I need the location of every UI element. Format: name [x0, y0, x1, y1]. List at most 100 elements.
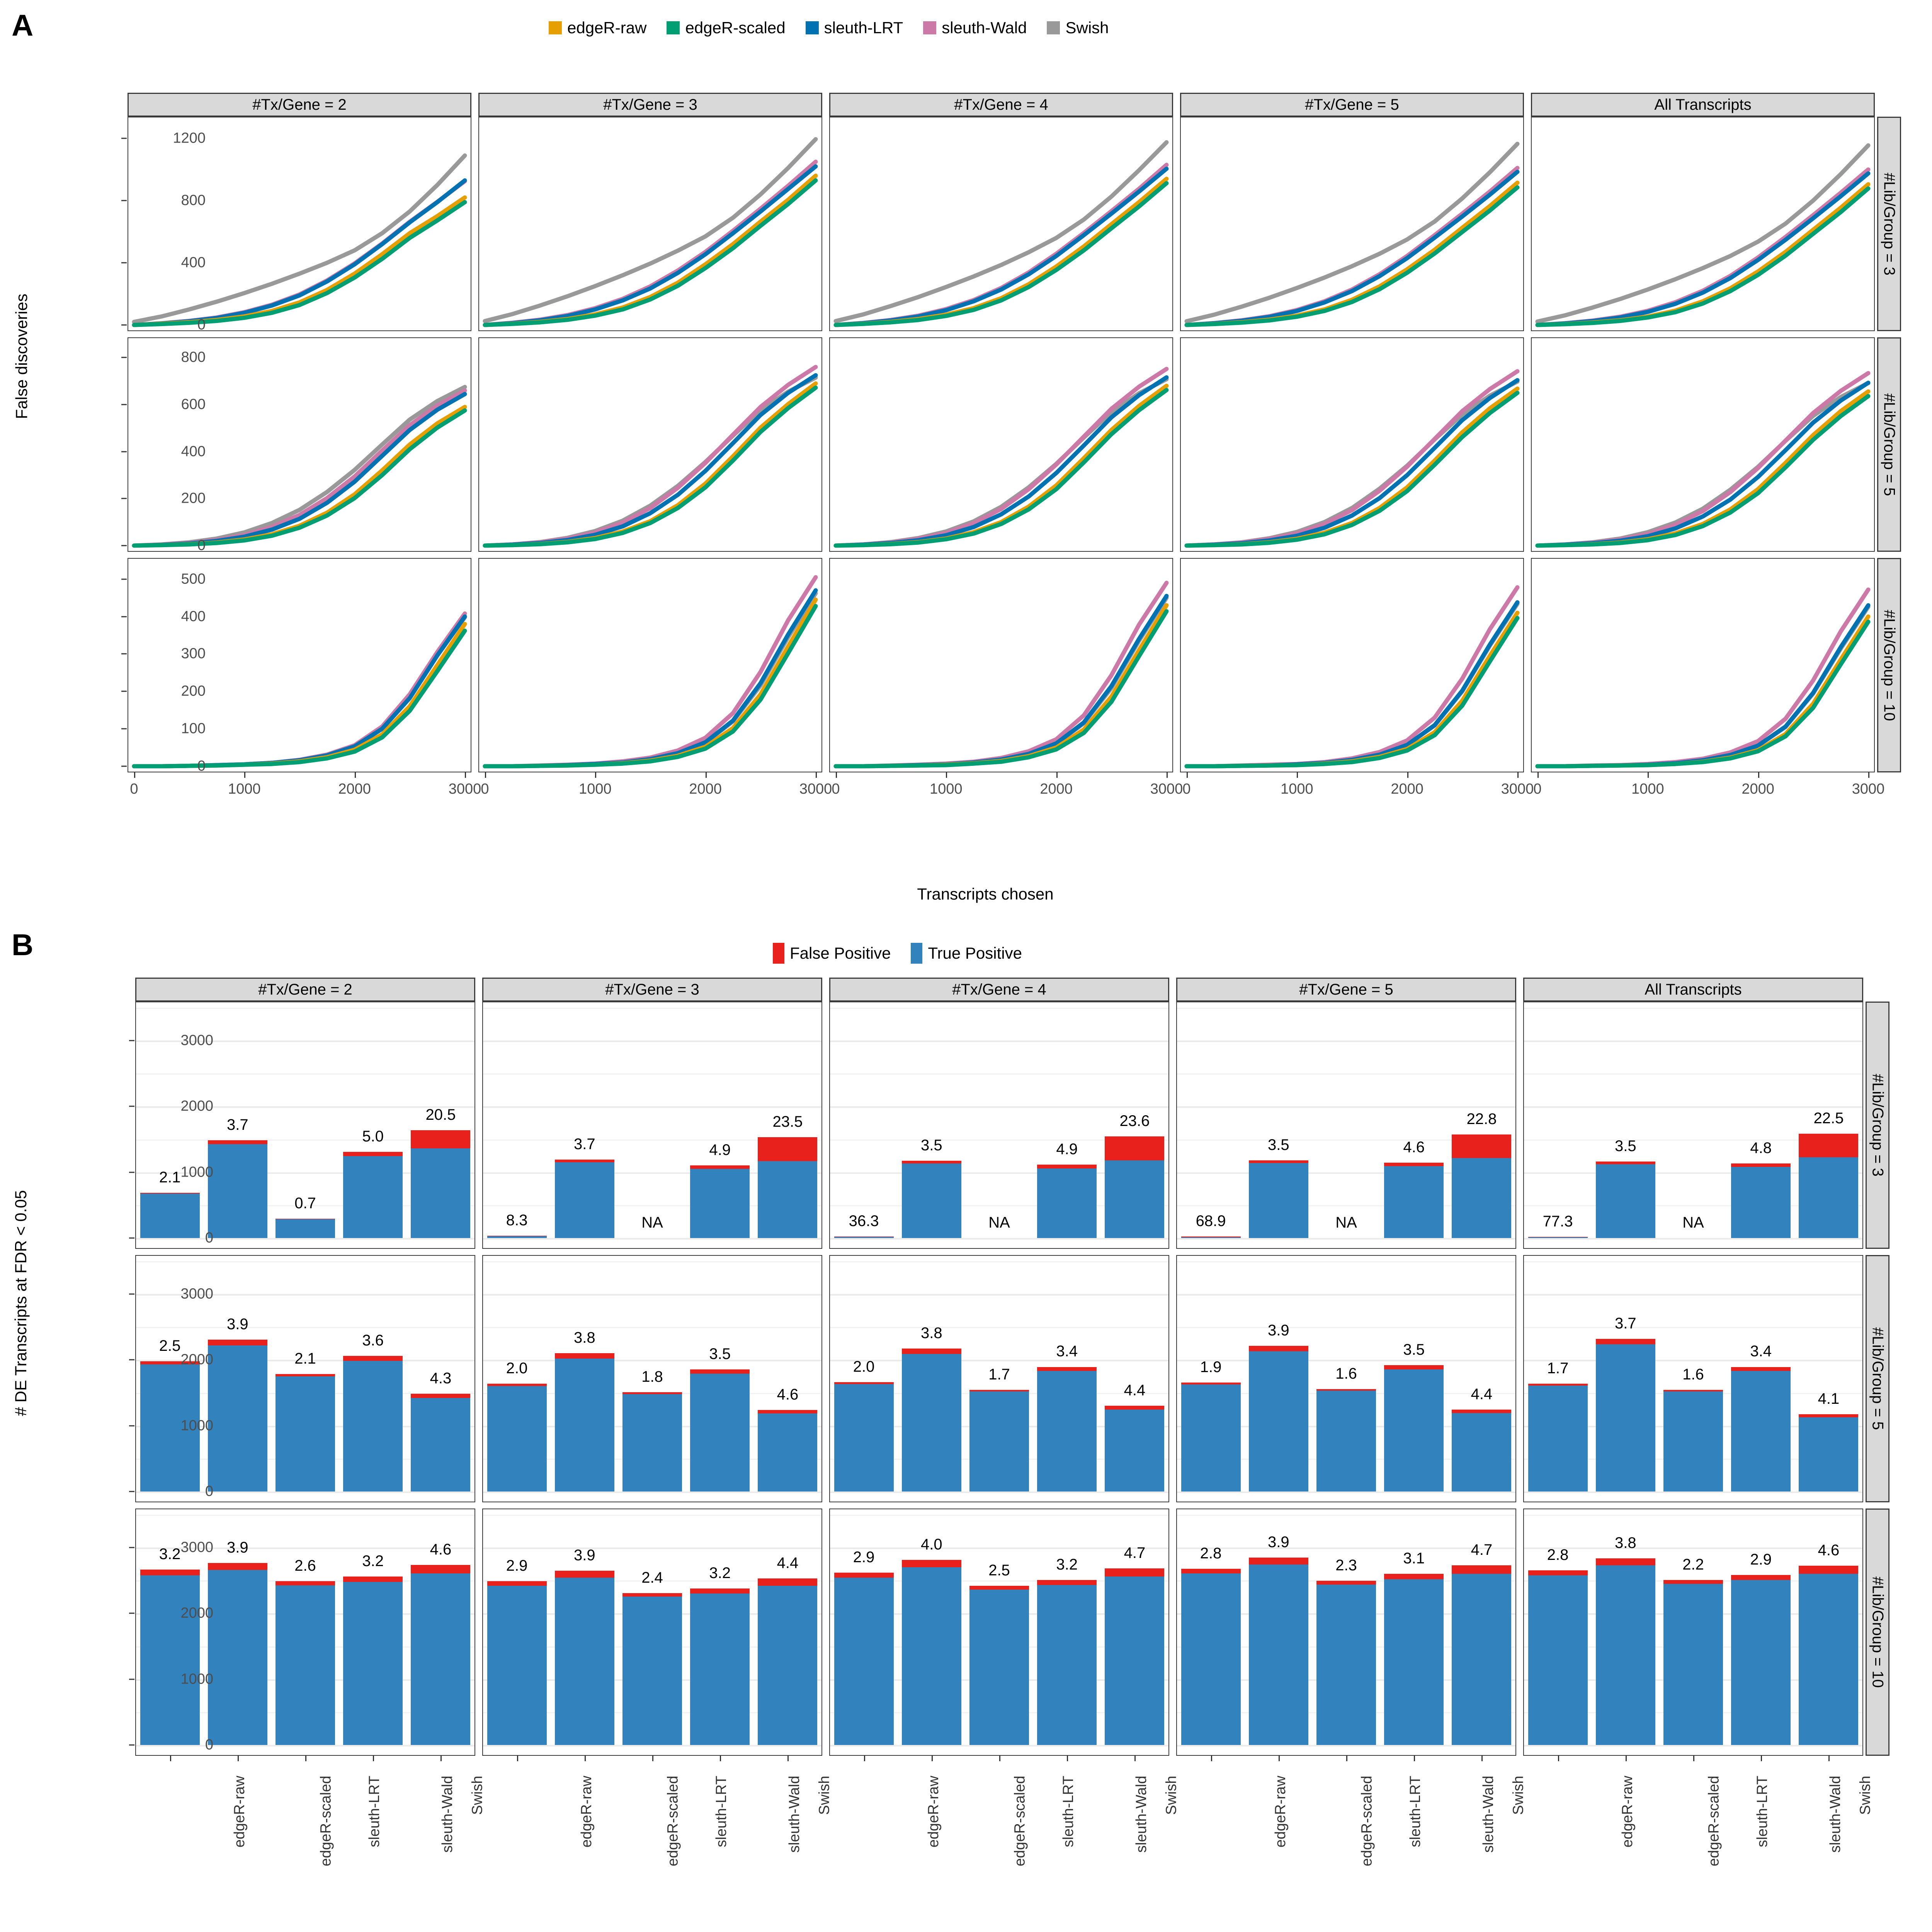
bar-false-positive — [140, 1570, 200, 1575]
y-tick-mark — [121, 200, 127, 201]
bar-true-positive — [411, 1148, 471, 1238]
gridline — [830, 1580, 1168, 1582]
facet-cell — [1180, 117, 1524, 331]
bar-value-label: 4.9 — [1056, 1141, 1078, 1158]
line-chart — [1535, 371, 1871, 548]
bar-false-positive — [1105, 1136, 1165, 1161]
bar-true-positive — [1316, 1584, 1376, 1745]
line-series-edgeR-raw — [1535, 614, 1871, 769]
bar-true-positive — [834, 1236, 894, 1238]
bar-false-positive — [554, 1571, 614, 1578]
x-tick-mark — [1625, 1756, 1627, 1761]
bar-value-label: 1.7 — [1547, 1360, 1569, 1377]
bar-edgeR-raw — [140, 1361, 200, 1492]
bar-edgeR-scaled — [1248, 1345, 1308, 1492]
gridline — [136, 1548, 474, 1549]
x-tick-label: 3000 — [1852, 781, 1885, 797]
gridline — [830, 1327, 1168, 1328]
y-tick-label: 0 — [205, 1736, 213, 1753]
bar-Swish — [1452, 1410, 1512, 1492]
bar-true-positive — [834, 1577, 894, 1745]
gridline — [483, 1106, 821, 1108]
facet-cell: 1.7 3.7 1.6 3.4 4.1 — [1523, 1255, 1863, 1502]
bar-false-positive — [1799, 1414, 1859, 1418]
bar-value-label: 3.2 — [159, 1546, 181, 1563]
bar-false-positive — [275, 1374, 335, 1376]
facet-cell: 2.0 3.8 1.7 3.4 4.4 — [829, 1255, 1169, 1502]
y-tick-mark — [121, 765, 127, 767]
bar-false-positive — [969, 1389, 1029, 1392]
gridline — [483, 1360, 821, 1362]
facet-cell — [128, 558, 471, 772]
x-category-label: sleuth-Wald — [1827, 1776, 1844, 1853]
bar-edgeR-scaled — [554, 1571, 614, 1745]
bar-true-positive — [1248, 1163, 1308, 1238]
bar-true-positive — [207, 1144, 267, 1238]
y-tick-mark — [129, 1491, 134, 1492]
legend-item-edger-scaled: edgeR-scaled — [667, 19, 786, 37]
x-tick-mark — [1211, 1756, 1212, 1761]
gridline — [1177, 1261, 1515, 1262]
bar-true-positive — [1799, 1417, 1859, 1492]
bar-false-positive — [1663, 1389, 1723, 1392]
x-category-label: Swish — [816, 1776, 833, 1815]
gridline — [1524, 1008, 1862, 1009]
x-category-label: edgeR-scaled — [1012, 1776, 1028, 1866]
x-category-label: sleuth-Wald — [439, 1776, 456, 1853]
bar-false-positive — [1105, 1568, 1165, 1577]
y-tick-mark — [121, 498, 127, 499]
bar-Swish — [1105, 1568, 1165, 1745]
gridline — [136, 1360, 474, 1362]
x-tick-label: 3000 — [448, 781, 481, 797]
gridline — [483, 1745, 821, 1747]
bar-edgeR-raw — [1528, 1384, 1588, 1492]
gridline — [1524, 1548, 1862, 1549]
bar-false-positive — [901, 1560, 961, 1568]
bar-edgeR-raw — [487, 1581, 547, 1745]
bar-true-positive — [411, 1573, 471, 1745]
bar-sleuth-LRT — [622, 1392, 682, 1492]
bar-sleuth-Wald — [1731, 1575, 1791, 1745]
legend-color-swatch — [1047, 21, 1060, 34]
bar-edgeR-raw — [1181, 1382, 1241, 1492]
bar-true-positive — [1037, 1168, 1097, 1238]
panel-b-legend: False Positive True Positive — [773, 943, 1035, 964]
x-tick-mark — [720, 1756, 721, 1761]
facet-cell: 2.5 3.9 2.1 3.6 4.3 — [135, 1255, 475, 1502]
bar-value-label: 4.4 — [1124, 1382, 1146, 1399]
bar-value-label: 3.7 — [1614, 1315, 1636, 1332]
gridline — [1177, 1073, 1515, 1075]
facet-row-strip: #Lib/Group = 3 — [1866, 1002, 1889, 1249]
gridline — [830, 1073, 1168, 1075]
bar-false-positive — [969, 1585, 1029, 1590]
facet-cell — [1531, 337, 1875, 552]
x-tick-label: 1000 — [579, 781, 612, 797]
line-chart — [483, 575, 818, 769]
bar-value-label: 2.6 — [294, 1557, 316, 1574]
bar-true-positive — [140, 1364, 200, 1492]
legend-label: Swish — [1065, 19, 1109, 37]
bar-true-positive — [1528, 1237, 1588, 1238]
bar-edgeR-scaled — [207, 1140, 267, 1238]
bar-value-label: 4.9 — [709, 1141, 731, 1158]
bar-value-label: 3.9 — [226, 1539, 248, 1556]
bar-false-positive — [690, 1369, 750, 1374]
bar-value-label: 3.5 — [709, 1345, 731, 1363]
bar-true-positive — [1595, 1344, 1655, 1492]
bar-false-positive — [343, 1576, 403, 1582]
bar-true-positive — [1528, 1575, 1588, 1745]
x-tick-mark — [864, 1756, 865, 1761]
x-category-label: sleuth-Wald — [786, 1776, 803, 1853]
line-series-edgeR-scaled — [833, 609, 1169, 769]
y-tick-label: 1000 — [180, 1417, 213, 1434]
bar-value-label: 3.9 — [226, 1315, 248, 1333]
x-tick-mark — [787, 1756, 789, 1761]
bar-value-label: 3.8 — [920, 1325, 942, 1342]
x-tick-mark — [1517, 772, 1519, 778]
bar-true-positive — [969, 1391, 1029, 1492]
bar-sleuth-Wald — [690, 1165, 750, 1238]
x-tick-mark — [1407, 772, 1408, 778]
gridline — [1524, 1073, 1862, 1075]
bar-sleuth-Wald — [343, 1356, 403, 1492]
y-tick-label: 200 — [181, 490, 206, 507]
